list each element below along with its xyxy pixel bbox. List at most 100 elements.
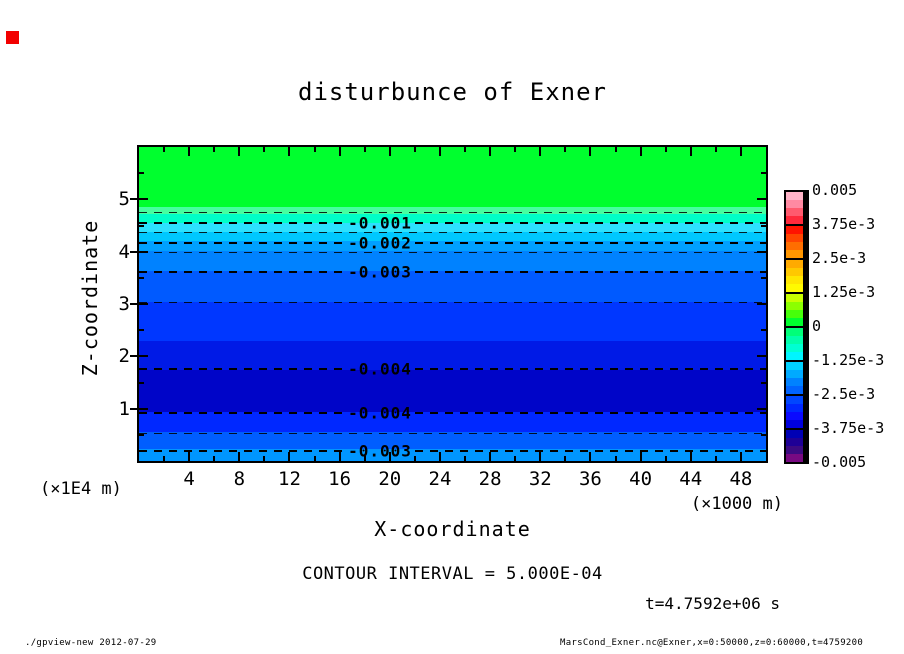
x-tick-label: 4 <box>183 468 195 490</box>
x-tick <box>188 147 191 156</box>
time-annotation: t=4.7592e+06 s <box>645 594 780 613</box>
x-tick-label: 8 <box>233 468 246 490</box>
x-tick <box>464 456 467 461</box>
contour-line <box>139 271 345 273</box>
x-tick-label: 36 <box>578 468 602 490</box>
y-tick-outer <box>130 355 137 358</box>
x-tick <box>388 147 391 156</box>
contour-fill-band <box>139 207 766 214</box>
colorbar-step <box>786 454 803 462</box>
x-tick <box>739 147 742 156</box>
colorbar-step <box>786 404 803 412</box>
x-tick-label: 48 <box>729 468 753 490</box>
y-tick-label: 5 <box>118 188 130 211</box>
x-tick <box>639 147 642 156</box>
x-tick <box>438 147 441 156</box>
contour-line <box>139 412 345 414</box>
x-tick <box>213 456 216 461</box>
y-tick <box>139 355 148 358</box>
y-tick <box>757 407 766 410</box>
x-tick <box>739 452 742 461</box>
y-tick-outer <box>130 407 137 410</box>
contour-line <box>139 302 766 303</box>
contour-fill-band <box>139 412 766 432</box>
x-tick <box>238 147 241 156</box>
y-tick <box>761 224 766 227</box>
colorbar-tick-label: -0.005 <box>812 453 867 471</box>
y-tick <box>757 355 766 358</box>
x-tick <box>464 147 467 152</box>
x-tick-label: 28 <box>478 468 502 490</box>
footer-file-stamp: MarsCond_Exner.nc@Exner,x=0:50000,z=0:60… <box>560 638 864 648</box>
x-tick <box>363 456 366 461</box>
colorbar-step <box>786 378 803 386</box>
x-tick <box>188 452 191 461</box>
colorbar-step <box>786 208 803 216</box>
x-tick <box>413 147 416 152</box>
contour-line-label: -0.003 <box>348 441 412 461</box>
plot-area: -0.001 -0.002 -0.003 -0.004 -0.004 -0.003 <box>130 145 768 463</box>
x-tick-label: 40 <box>629 468 653 490</box>
y-axis-unit: (×1E4 m) <box>40 479 122 499</box>
x-tick <box>539 452 542 461</box>
y-tick <box>139 381 144 384</box>
colorbar-step <box>786 352 803 360</box>
contour-line <box>415 271 766 273</box>
x-tick-label: 32 <box>528 468 552 490</box>
x-tick <box>489 452 492 461</box>
contour-line-label: -0.004 <box>348 403 412 423</box>
x-tick-label: 16 <box>328 468 352 490</box>
colorbar-step <box>786 234 803 242</box>
y-tick <box>139 433 144 436</box>
x-tick <box>263 147 266 152</box>
x-tick-label: 20 <box>378 468 402 490</box>
colorbar-tick-label: 3.75e-3 <box>812 215 876 233</box>
contour-fill-band <box>139 223 766 232</box>
contour-line-label: -0.002 <box>348 233 412 253</box>
x-tick <box>539 147 542 156</box>
colorbar-step <box>786 200 803 208</box>
colorbar-tick-label: 0 <box>812 317 822 335</box>
x-tick <box>589 147 592 156</box>
colorbar-step <box>786 284 803 292</box>
contour-line <box>139 368 345 370</box>
colorbar-step <box>786 430 803 438</box>
colorbar-step <box>786 226 803 234</box>
x-tick <box>489 147 492 156</box>
y-tick-outer <box>130 303 137 305</box>
contour-fill-band <box>139 214 766 223</box>
colorbar-step <box>786 318 803 326</box>
x-tick <box>238 452 241 461</box>
colorbar-step <box>786 396 803 404</box>
x-tick <box>313 147 316 152</box>
contour-fill-band <box>139 432 766 449</box>
colorbar-step <box>786 268 803 276</box>
contour-fill-band <box>139 449 766 461</box>
colorbar-step <box>786 216 803 224</box>
y-tick <box>761 381 766 384</box>
colorbar-segment <box>786 394 803 428</box>
y-tick <box>139 198 148 201</box>
colorbar-step <box>786 328 803 336</box>
chart-title: disturbunce of Exner <box>298 78 607 106</box>
x-tick <box>438 452 441 461</box>
y-tick <box>139 329 144 332</box>
y-tick <box>139 276 144 279</box>
x-tick <box>664 456 667 461</box>
colorbar-segment <box>786 292 803 326</box>
contour-line-label: -0.001 <box>348 213 412 233</box>
y-tick <box>757 198 766 201</box>
x-tick <box>263 456 266 461</box>
colorbar-step <box>786 276 803 284</box>
colorbar-tick-label: 1.25e-3 <box>812 283 876 301</box>
colorbar-step <box>786 242 803 250</box>
quit-button[interactable] <box>6 31 19 44</box>
contour-line <box>139 450 345 452</box>
y-tick-outer <box>130 198 137 201</box>
contour-fill-band <box>139 302 766 341</box>
x-tick <box>639 452 642 461</box>
x-tick <box>363 147 366 152</box>
colorbar-segment <box>786 224 803 258</box>
y-tick-label: 2 <box>118 345 130 368</box>
